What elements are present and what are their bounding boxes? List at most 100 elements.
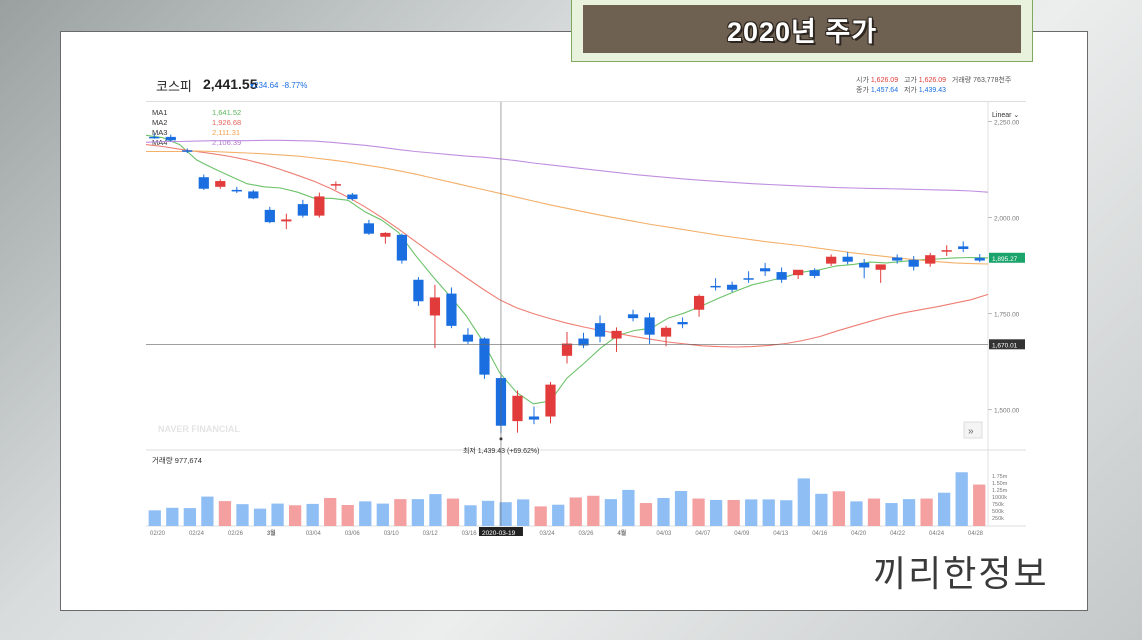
volume-bar [973, 484, 986, 526]
axes: 2,250.00 2,000.00 1,750.00 1,500.00 거래량 977,… [150, 120, 1020, 536]
stock-chart: 코스피 2,441.55 ▾234.64 -8.77% 시가 1,626.09 … [146, 70, 1026, 536]
chart-plot: 2,250.00 2,000.00 1,750.00 1,500.00 거래량 977,… [146, 102, 1026, 536]
volume-tick-label: 1.25m [992, 488, 1008, 494]
candle-down [974, 257, 985, 261]
volume-bar [587, 495, 600, 526]
crosshair-price-tag [989, 339, 1025, 350]
legend-ma1-name: MA1 [152, 108, 168, 117]
date-tick-label: 3월 [267, 529, 276, 536]
volume-bar [429, 494, 442, 526]
price-tick-label: 2,000.00 [994, 216, 1020, 223]
candle-down [726, 284, 738, 290]
candle-up [545, 384, 556, 417]
stat-low-label: 저가 [903, 87, 917, 94]
volume-bar [762, 499, 775, 526]
candle-up [215, 181, 226, 187]
date-tick-label: 03/04 [306, 531, 322, 536]
candle-up [611, 330, 622, 339]
site-watermark: 끼리한정보 [873, 554, 1049, 595]
volume-bar [411, 499, 425, 526]
candle-down [165, 136, 176, 141]
legend-ma1: MA1 1,641.52 [152, 108, 252, 118]
annotations: 1,670.01 1,895.27 최저 1,439.43 (+69.62%) NAV… [146, 102, 1025, 526]
candle-down [198, 177, 209, 189]
index-name: 코스피 [156, 79, 192, 94]
volume-bar [306, 503, 319, 526]
legend-ma4-value: 2,106.39 [212, 138, 242, 147]
volume-bar [236, 504, 249, 526]
stat-close-label: 종가 [856, 87, 869, 94]
date-tick-label: 03/06 [345, 531, 361, 536]
last-price-text: 1,895.27 [992, 256, 1018, 263]
index-price: 2,441.55 [203, 76, 258, 92]
candle-down [677, 322, 688, 325]
volume-bar [359, 501, 372, 526]
candle-down [149, 136, 160, 139]
volume-bar [166, 507, 179, 526]
candle-up [512, 395, 523, 422]
title-banner: 2020년 주가 [571, 0, 1033, 62]
header-divider [146, 101, 1026, 102]
legend-ma4-name: MA4 [152, 138, 168, 147]
volume-bar [481, 500, 495, 526]
volume-bar [938, 492, 951, 526]
candle-down [892, 257, 903, 261]
candle-down [908, 259, 919, 267]
volume-bar [218, 501, 232, 526]
scale-toggle[interactable]: Linear ⌄ [992, 112, 1020, 119]
candle-up [660, 327, 672, 337]
legend-ma3-name: MA3 [152, 128, 168, 137]
volume-bar [815, 493, 828, 526]
stat-volume: 763,778천주 [973, 77, 1012, 84]
date-tick-label: 04/22 [890, 531, 906, 536]
volume-tick-label: 750k [992, 502, 1004, 508]
candle-down [528, 416, 540, 420]
date-tick-label: 04/28 [968, 531, 984, 536]
volume-bar [622, 489, 635, 526]
date-tick-label: 04/09 [734, 531, 750, 536]
candle-down [396, 234, 408, 261]
volume-bar [288, 505, 302, 526]
candle-down [776, 272, 787, 280]
volume-bar [499, 502, 512, 526]
volume-tick-label: 250k [992, 516, 1004, 522]
stat-high-label: 고가 [903, 77, 917, 84]
stat-open: 1,626.09 [870, 77, 899, 84]
volume-bar [692, 498, 705, 526]
volume-bar [920, 498, 933, 526]
candle-down [462, 334, 474, 342]
volume-bar [850, 501, 863, 526]
grid [146, 102, 1026, 527]
candle-down [710, 285, 721, 288]
stat-volume-label: 거래량 [951, 77, 972, 84]
volume-bar [902, 499, 916, 526]
volume-bar [885, 503, 898, 526]
candle-down [248, 191, 259, 199]
ma-legend: MA1 1,641.52 MA2 1,926.68 MA3 2,111.31 M… [152, 108, 252, 148]
volume-bar [517, 499, 530, 526]
price-tick-label: 1,750.00 [994, 312, 1020, 319]
moving-averages [146, 134, 989, 405]
candle-up [314, 196, 325, 216]
volume-bar [376, 503, 389, 526]
volume-bar [832, 491, 846, 526]
low-annotation: 최저 1,439.43 (+69.62%) [463, 446, 540, 455]
candle-down [446, 293, 457, 326]
candle-up [925, 255, 936, 264]
date-tick-label: 04/07 [695, 531, 711, 536]
volume-tick-label: 500k [992, 509, 1004, 515]
crosshair-date-text: 2020-03-19 [482, 530, 516, 536]
date-tick-label: 03/24 [540, 531, 556, 536]
date-tick-label: 02/20 [150, 531, 166, 536]
date-tick-label: 03/16 [462, 531, 478, 536]
volume-bar [569, 497, 582, 526]
volume-bar [324, 498, 337, 526]
legend-ma3-value: 2,111.31 [212, 128, 241, 137]
candle-down [859, 262, 870, 268]
candle-down [594, 323, 606, 337]
banner-title: 2020년 주가 [726, 16, 878, 47]
candle-down [578, 338, 589, 346]
volume-tick-label: 1.75m [992, 474, 1008, 480]
volume-bar [394, 499, 407, 526]
volume-bar [446, 498, 460, 526]
